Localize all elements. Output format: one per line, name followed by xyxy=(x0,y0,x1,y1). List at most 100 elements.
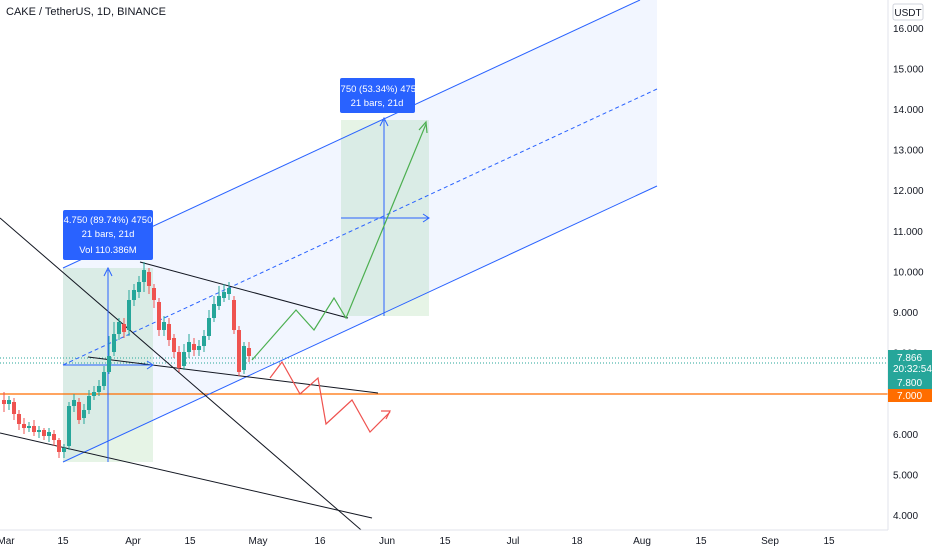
bear-projection xyxy=(269,360,391,433)
trendline-down xyxy=(0,217,383,549)
candle-body xyxy=(217,296,221,306)
candle-body xyxy=(207,318,211,336)
candle-body xyxy=(22,424,26,428)
trendline-lower xyxy=(0,432,373,519)
currency-badge[interactable] xyxy=(892,3,924,21)
time-tick-label: 15 xyxy=(823,536,835,547)
candle-body xyxy=(7,400,11,404)
candle-body xyxy=(57,440,61,452)
price-tick-label: 5.000 xyxy=(893,470,918,481)
candle-body xyxy=(197,346,201,350)
measure-upper-line1: 4.750 (53.34%) 4750 xyxy=(333,84,422,95)
candle-body xyxy=(172,338,176,352)
candle-body xyxy=(37,430,41,432)
candle-body xyxy=(32,426,36,432)
candle-body xyxy=(2,400,6,404)
candle-body xyxy=(142,270,146,282)
time-tick-label: 18 xyxy=(571,536,583,547)
candle-body xyxy=(202,336,206,346)
price-tick-label: 9.000 xyxy=(893,308,918,319)
chart-title[interactable]: CAKE / TetherUS, 1D, BINANCE xyxy=(6,6,166,18)
channel-upper-line xyxy=(62,0,641,269)
candle-body xyxy=(232,300,236,330)
candle-body xyxy=(247,348,251,356)
candle-body xyxy=(132,290,136,300)
trendline-wedge-top xyxy=(139,261,349,319)
measure-box-lower: 4.750 (89.74%) 4750 21 bars, 21d Vol 110… xyxy=(63,210,153,260)
time-tick-label: Jul xyxy=(507,536,520,547)
price-tick-label: 12.000 xyxy=(893,186,924,197)
time-axis-ticks: Mar 15 Apr 15 May 16 Jun 15 Jul 18 Aug 15 Sep 15 xyxy=(0,536,835,547)
bull-arrow-head xyxy=(418,120,428,134)
candle-body xyxy=(192,344,196,350)
candle-body xyxy=(87,396,91,410)
last-price-value: 7.866 xyxy=(897,353,922,364)
candle-body xyxy=(187,342,191,352)
candle-body xyxy=(72,400,76,406)
candle-body xyxy=(92,392,96,396)
candle-body xyxy=(82,410,86,418)
candle-body xyxy=(127,300,131,330)
measure-upper-line2: 21 bars, 21d xyxy=(351,98,404,109)
currency-label: USDT xyxy=(894,8,921,19)
measure-box-upper: 4.750 (53.34%) 4750 21 bars, 21d xyxy=(333,78,422,113)
last-price-tag: 7.866 20:32:54 xyxy=(888,350,932,376)
candle-body xyxy=(117,322,121,334)
candle-body xyxy=(52,434,56,440)
price-tick-label: 14.000 xyxy=(893,105,924,116)
time-tick-label: Jun xyxy=(379,536,395,547)
time-axis-bg[interactable] xyxy=(0,530,932,550)
time-tick-label: Aug xyxy=(633,536,651,547)
candle-body xyxy=(112,334,116,352)
candle-body xyxy=(182,352,186,366)
price-tick-label: 4.000 xyxy=(893,511,918,522)
candle-body xyxy=(227,288,231,294)
bear-arrow-head xyxy=(381,410,391,420)
candle-body xyxy=(102,372,106,386)
measure-lower-line3: Vol 110.386M xyxy=(79,245,136,256)
candle-body xyxy=(157,302,161,330)
candle-body xyxy=(27,426,31,428)
candle-body xyxy=(152,288,156,300)
price-tick-label: 15.000 xyxy=(893,64,924,75)
candle-body xyxy=(147,272,151,286)
time-tick-label: Sep xyxy=(761,536,779,547)
channel-fill xyxy=(63,0,657,462)
price-axis-bg[interactable] xyxy=(888,0,932,530)
time-tick-label: Apr xyxy=(125,536,141,547)
channel-lower-line xyxy=(62,185,658,463)
candle-body xyxy=(242,346,246,370)
candle-body xyxy=(42,430,46,436)
green-level-tag: 7.800 xyxy=(888,376,932,389)
candle-body xyxy=(212,304,216,318)
candle-body xyxy=(47,432,51,436)
candle-body xyxy=(17,414,21,424)
measure-lower-line1: 4.750 (89.74%) 4750 xyxy=(64,215,153,226)
candle-body xyxy=(162,322,166,330)
time-tick-label: 16 xyxy=(314,536,326,547)
time-tick-label: 15 xyxy=(184,536,196,547)
price-tick-label: 11.000 xyxy=(893,227,923,238)
time-tick-label: 15 xyxy=(695,536,707,547)
time-tick-label: 15 xyxy=(439,536,451,547)
candle-body xyxy=(167,324,171,340)
candle-body xyxy=(237,330,241,372)
time-tick-label: 15 xyxy=(57,536,69,547)
candle-body xyxy=(12,402,16,414)
trendline-wedge-bottom xyxy=(87,356,379,394)
candle-body xyxy=(122,324,126,332)
price-tick-label: 13.000 xyxy=(893,146,924,157)
candle-body xyxy=(67,406,71,446)
measure-lower-line2: 21 bars, 21d xyxy=(82,229,135,240)
candle-body xyxy=(97,386,101,392)
candle-body xyxy=(222,292,226,298)
candle-body xyxy=(137,282,141,292)
candles xyxy=(2,262,251,458)
candle-body xyxy=(62,448,66,452)
price-tick-label: 6.000 xyxy=(893,430,918,441)
bull-projection xyxy=(251,123,427,361)
orange-level-tag: 7.000 xyxy=(888,389,932,402)
orange-level-value: 7.000 xyxy=(897,391,922,402)
